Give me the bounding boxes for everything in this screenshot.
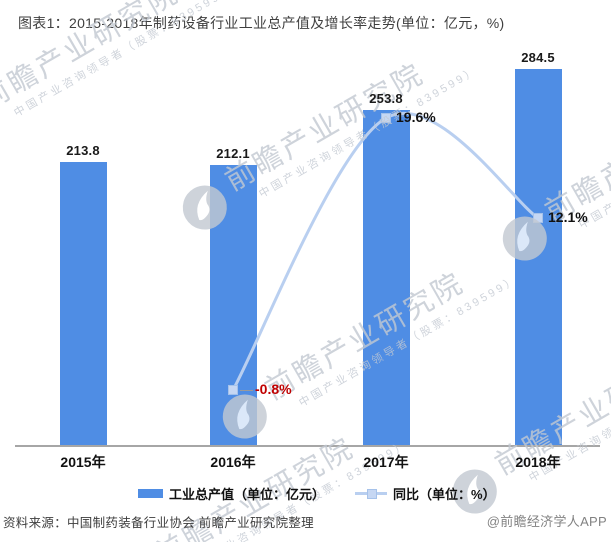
line-value-label: 12.1%	[548, 208, 588, 225]
x-axis-label: 2017年	[363, 454, 409, 470]
bar-2017年	[362, 109, 410, 445]
line-marker	[533, 212, 543, 223]
watermark-tile: 前瞻产业研究院 中国产业咨询领导者（股票：839599）	[493, 65, 611, 271]
watermark-tagline: 中国产业咨询领导者（股票：839599）	[297, 274, 521, 410]
bar-2016年	[209, 164, 257, 445]
line-marker	[381, 112, 391, 123]
watermark-logo-icon	[182, 185, 227, 230]
watermark-logo-icon	[222, 394, 267, 439]
x-axis-label: 2018年	[515, 454, 561, 470]
bar-2015年	[59, 162, 107, 445]
chart-title: 图表1：2015-2018年制药设备行业工业总产值及增长率走势(单位：亿元，%)	[18, 15, 505, 31]
bar-value-label: 253.8	[369, 90, 403, 106]
watermark-tile: 前瞻产业研究院 中国产业咨询领导者（股票：839599）	[173, 34, 481, 240]
source-note: 资料来源：中国制药装备行业协会 前瞻产业研究院整理	[3, 516, 314, 530]
legend-item-yoy: 同比（单位：%）	[355, 484, 496, 503]
line-marker-swatch	[367, 489, 378, 499]
bar-series-swatch	[138, 489, 163, 498]
legend-label-output-value: 工业总产值（单位：亿元）	[169, 487, 326, 502]
bar-2018年	[514, 69, 562, 445]
label-leader-line	[240, 389, 253, 391]
x-axis-line	[15, 445, 600, 447]
legend-label-yoy: 同比（单位：%）	[393, 487, 496, 502]
x-axis-label: 2016年	[210, 454, 256, 470]
watermark-brand: 前瞻产业研究院	[490, 341, 611, 482]
line-value-label: -0.8%	[255, 380, 292, 397]
watermark-tagline: 中国产业咨询领导者（股票：839599）	[257, 65, 481, 201]
bar-value-label: 284.5	[521, 50, 555, 65]
legend-item-output-value: 工业总产值（单位：亿元）	[138, 484, 325, 503]
watermark-brand: 前瞻产业研究院	[260, 266, 471, 407]
bar-value-label: 212.1	[216, 145, 250, 161]
watermark-tagline: 中国产业咨询领导者（股票：839599）	[527, 349, 611, 485]
watermark-brand: 前瞻产业研究院	[220, 57, 431, 198]
chart-legend: 工业总产值（单位：亿元） 同比（单位：%）	[138, 484, 496, 503]
x-axis-label: 2015年	[60, 454, 106, 470]
watermark-logo-icon	[502, 216, 547, 261]
line-series-swatch	[355, 489, 388, 499]
watermark-brand: 前瞻产业研究院	[540, 88, 611, 229]
watermark-tagline: 中国产业咨询领导者（股票：839599）	[577, 96, 611, 232]
bar-value-label: 213.8	[66, 143, 100, 159]
credit-handle: @前瞻经济学人APP	[486, 514, 607, 529]
line-marker	[228, 384, 238, 395]
watermark-tile: 前瞻产业研究院 中国产业咨询领导者（股票：839599）	[213, 243, 521, 449]
line-value-label: 19.6%	[396, 108, 436, 125]
